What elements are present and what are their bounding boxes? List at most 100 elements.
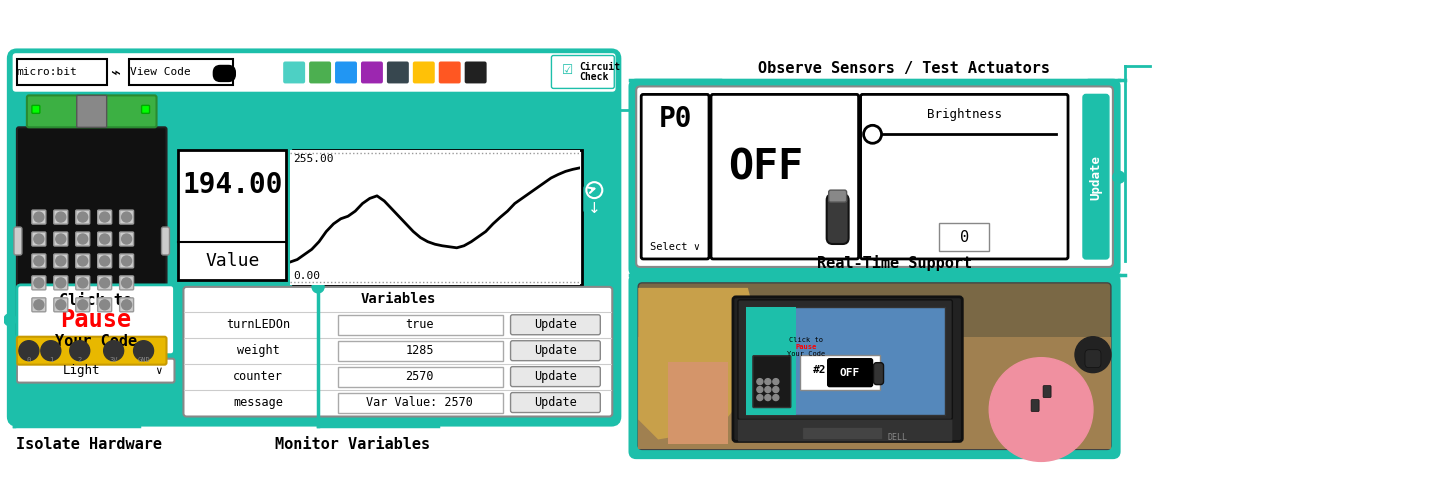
Text: Real-Time Support: Real-Time Support	[816, 255, 972, 271]
FancyBboxPatch shape	[120, 254, 134, 268]
FancyBboxPatch shape	[76, 96, 107, 127]
Circle shape	[99, 212, 109, 222]
Circle shape	[35, 234, 43, 244]
FancyBboxPatch shape	[76, 254, 89, 268]
FancyBboxPatch shape	[53, 232, 68, 246]
FancyBboxPatch shape	[76, 298, 89, 312]
Circle shape	[121, 256, 131, 266]
Polygon shape	[638, 288, 768, 440]
Circle shape	[312, 281, 324, 293]
FancyBboxPatch shape	[284, 61, 305, 84]
Text: weight: weight	[236, 344, 279, 357]
Text: Circuit: Circuit	[579, 62, 621, 72]
Text: Light: Light	[63, 364, 101, 377]
Text: 0.00: 0.00	[292, 271, 320, 281]
Text: counter: counter	[233, 370, 284, 383]
FancyBboxPatch shape	[827, 194, 848, 244]
Circle shape	[1113, 171, 1125, 183]
Text: ∨: ∨	[156, 366, 161, 376]
FancyBboxPatch shape	[98, 276, 112, 290]
FancyBboxPatch shape	[213, 65, 235, 82]
Text: 1: 1	[49, 357, 53, 363]
Text: Check: Check	[579, 72, 609, 83]
FancyBboxPatch shape	[439, 61, 461, 84]
FancyBboxPatch shape	[32, 254, 46, 268]
Bar	[746, 307, 796, 415]
Circle shape	[78, 278, 88, 288]
Circle shape	[4, 314, 16, 326]
FancyBboxPatch shape	[387, 61, 409, 84]
Circle shape	[40, 341, 60, 360]
Text: Update: Update	[1090, 155, 1103, 200]
FancyBboxPatch shape	[120, 298, 134, 312]
FancyBboxPatch shape	[361, 61, 383, 84]
Circle shape	[99, 300, 109, 310]
Text: Pause: Pause	[60, 308, 131, 332]
FancyBboxPatch shape	[737, 420, 952, 442]
Text: Your Code: Your Code	[786, 351, 825, 357]
FancyBboxPatch shape	[53, 254, 68, 268]
Text: Update: Update	[534, 396, 577, 409]
Circle shape	[78, 256, 88, 266]
FancyBboxPatch shape	[120, 210, 134, 224]
FancyBboxPatch shape	[53, 298, 68, 312]
Text: Isolate Hardware: Isolate Hardware	[16, 437, 161, 452]
Text: micro:bit: micro:bit	[16, 68, 78, 77]
Bar	[338, 315, 503, 335]
FancyBboxPatch shape	[32, 232, 46, 246]
Text: Update: Update	[534, 370, 577, 383]
Circle shape	[35, 300, 43, 310]
Text: 0: 0	[27, 357, 32, 363]
FancyBboxPatch shape	[733, 297, 962, 442]
FancyBboxPatch shape	[511, 341, 600, 360]
Circle shape	[121, 212, 131, 222]
Text: Monitor Variables: Monitor Variables	[275, 437, 431, 452]
FancyBboxPatch shape	[17, 285, 174, 355]
Text: ☑: ☑	[562, 64, 573, 77]
Circle shape	[864, 125, 881, 143]
Text: Var Value: 2570: Var Value: 2570	[366, 396, 474, 409]
FancyBboxPatch shape	[465, 61, 487, 84]
Bar	[294, 150, 582, 285]
FancyBboxPatch shape	[9, 50, 619, 424]
Circle shape	[35, 256, 43, 266]
FancyBboxPatch shape	[17, 337, 167, 365]
Circle shape	[773, 379, 779, 384]
FancyBboxPatch shape	[98, 298, 112, 312]
FancyBboxPatch shape	[98, 232, 112, 246]
Circle shape	[56, 300, 66, 310]
Circle shape	[757, 395, 763, 400]
Circle shape	[19, 341, 39, 360]
Circle shape	[78, 300, 88, 310]
Text: OFF: OFF	[840, 368, 860, 378]
Text: Value: Value	[204, 252, 259, 270]
Text: message: message	[233, 396, 284, 409]
FancyBboxPatch shape	[32, 210, 46, 224]
FancyBboxPatch shape	[828, 190, 847, 202]
Circle shape	[989, 358, 1093, 461]
Text: ↓: ↓	[588, 201, 600, 216]
Circle shape	[35, 212, 43, 222]
Text: Variables: Variables	[360, 292, 435, 306]
Circle shape	[56, 278, 66, 288]
Text: Your Code: Your Code	[55, 334, 137, 349]
FancyBboxPatch shape	[27, 96, 157, 127]
Text: Update: Update	[534, 344, 577, 357]
Circle shape	[757, 386, 763, 393]
Text: 194.00: 194.00	[181, 171, 282, 199]
Text: Select ∨: Select ∨	[649, 242, 700, 252]
Text: Pause: Pause	[795, 344, 816, 350]
FancyBboxPatch shape	[53, 210, 68, 224]
Bar	[638, 337, 1110, 449]
Circle shape	[765, 395, 770, 400]
Text: 1285: 1285	[406, 344, 433, 357]
FancyBboxPatch shape	[802, 428, 883, 440]
FancyBboxPatch shape	[183, 287, 612, 417]
Circle shape	[121, 234, 131, 244]
Bar	[179, 150, 287, 280]
FancyBboxPatch shape	[583, 185, 605, 213]
FancyBboxPatch shape	[552, 56, 615, 88]
Bar	[128, 60, 233, 85]
FancyBboxPatch shape	[98, 254, 112, 268]
Circle shape	[134, 341, 154, 360]
